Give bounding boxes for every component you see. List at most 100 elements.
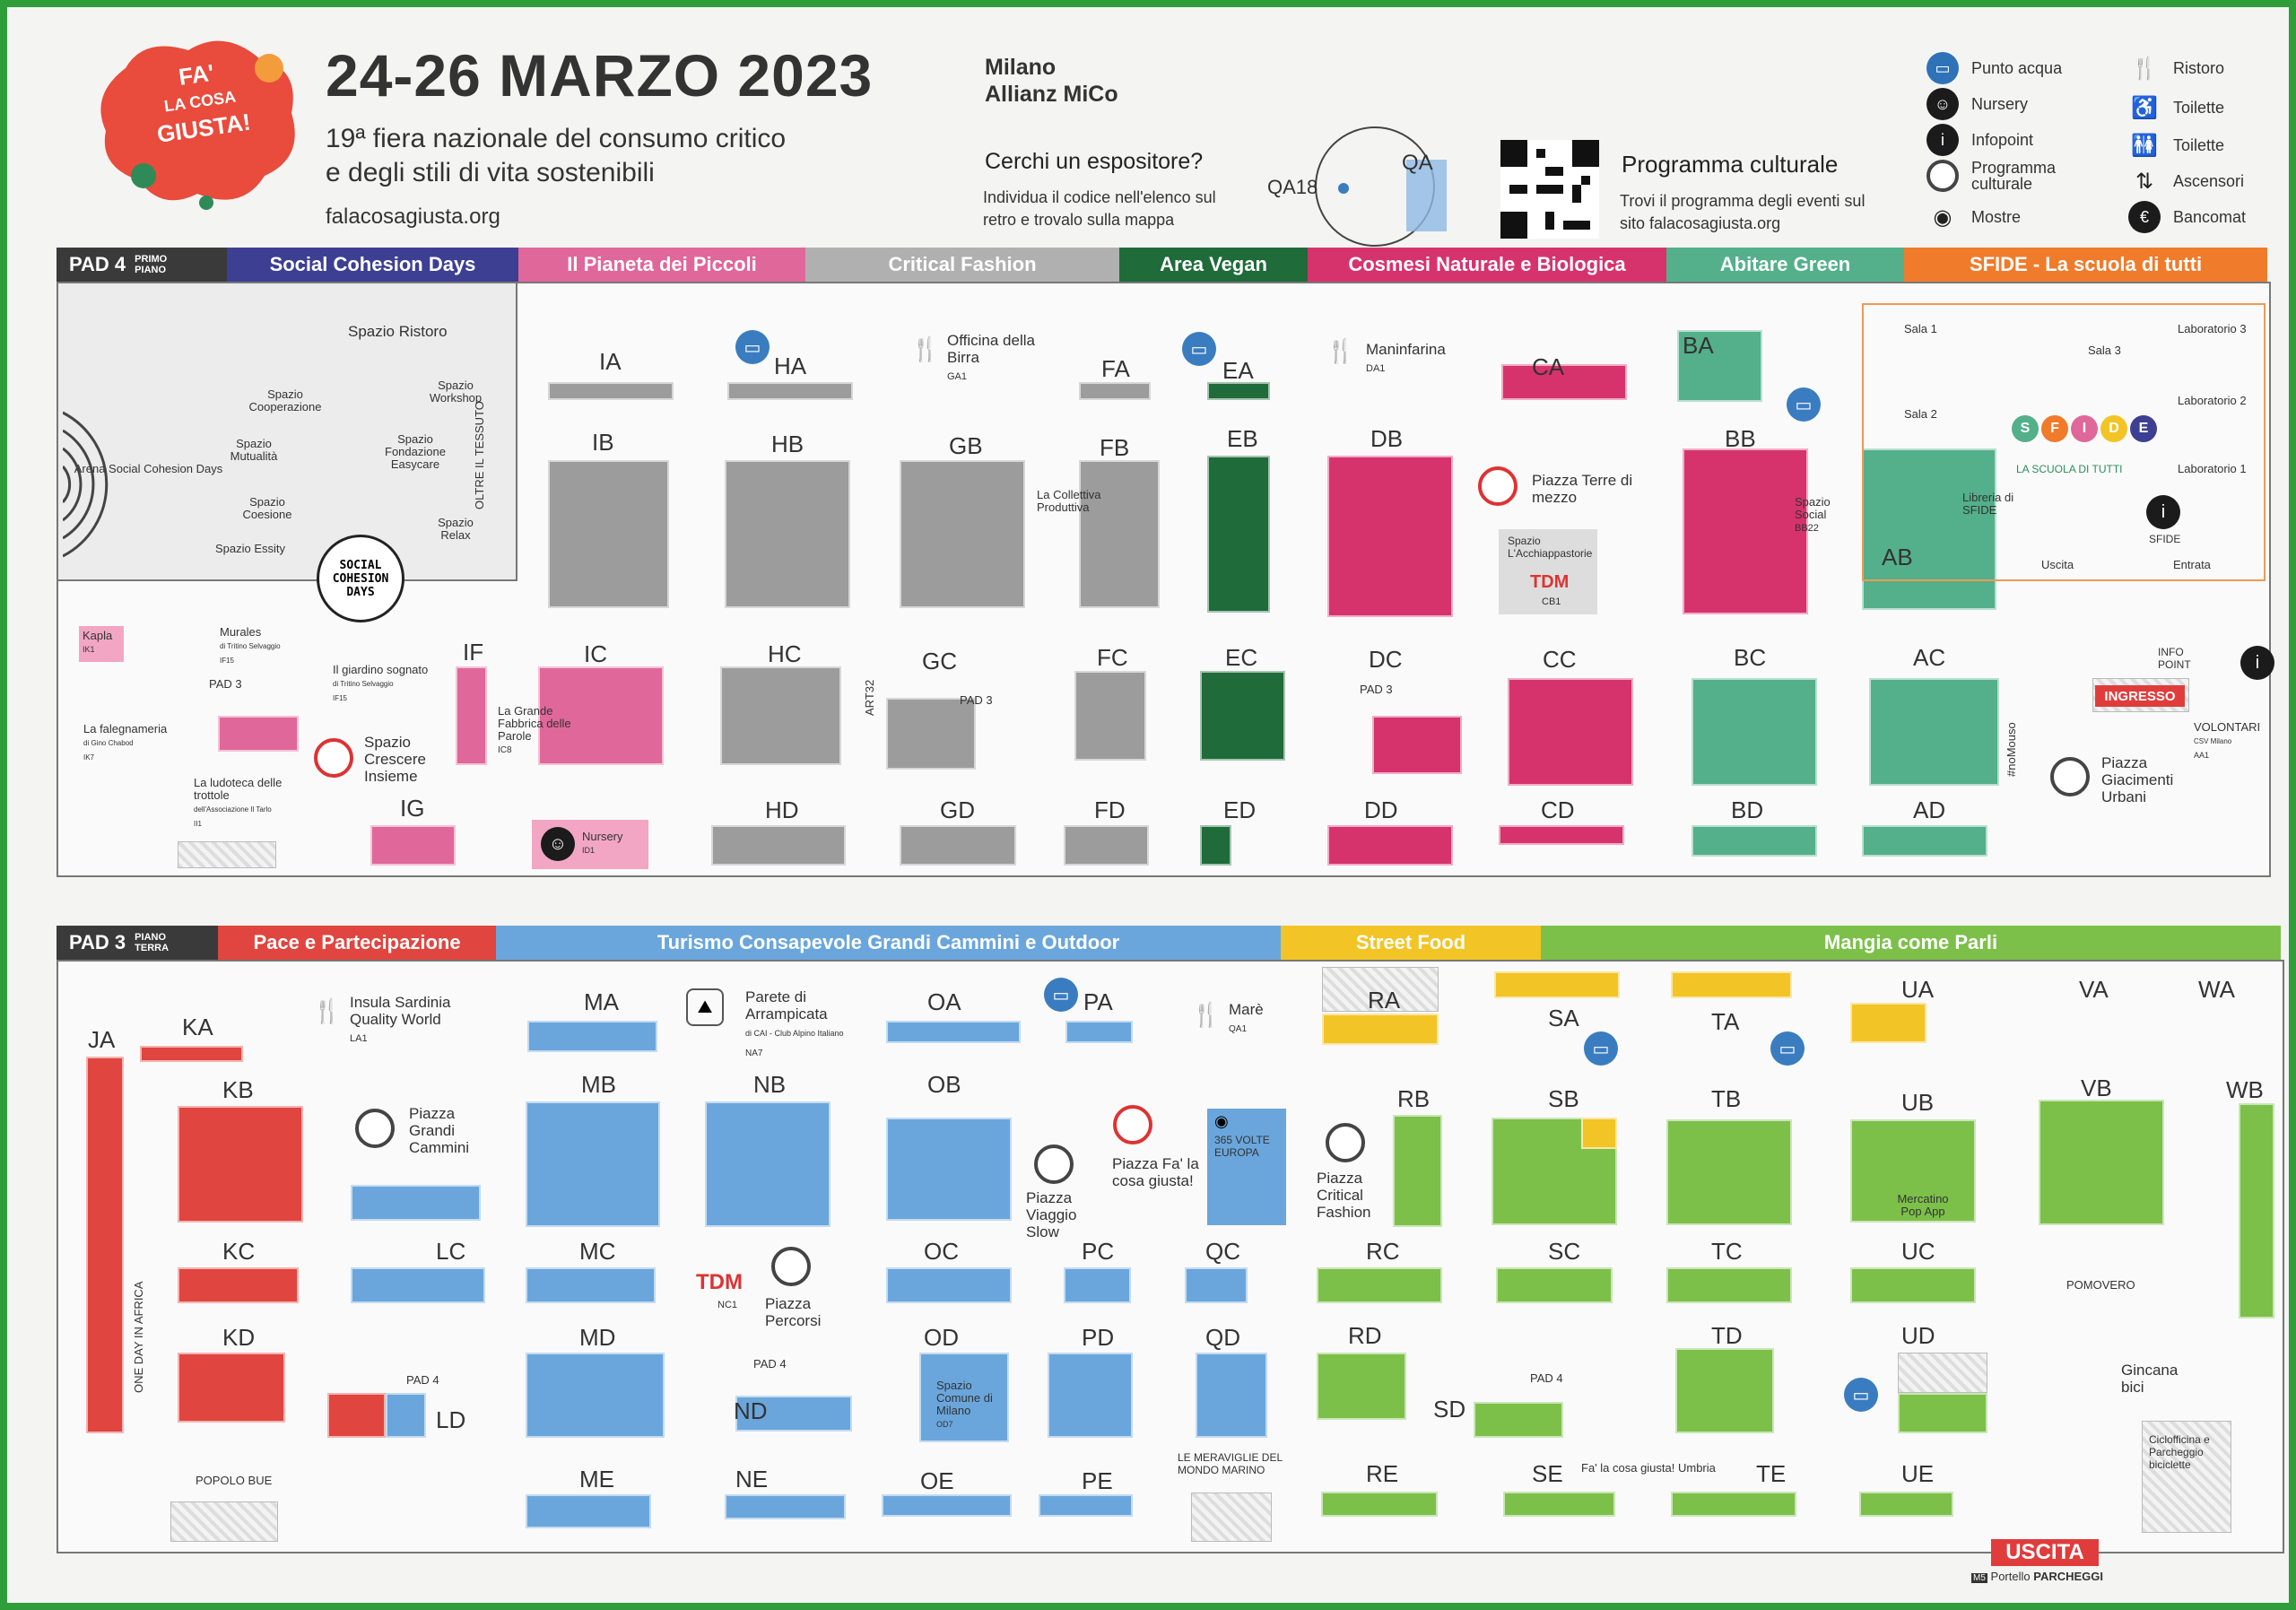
volontari-sub: CSV Milano	[2194, 737, 2232, 745]
stand-block	[735, 1396, 852, 1432]
stand-block	[1321, 1492, 1438, 1517]
volte-europa-label: 365 VOLTE EUROPA	[1214, 1134, 1270, 1159]
area-code: EA	[1222, 357, 1254, 384]
stand-block	[705, 1101, 831, 1227]
spazio-crescere-icon	[314, 738, 353, 778]
stand-block	[351, 1185, 481, 1221]
stand-block	[178, 1267, 299, 1303]
nomouso-label: #noMouso	[2005, 722, 2018, 777]
uscita-button[interactable]: USCITA	[1991, 1539, 2099, 1566]
officina-birra-label: Officina della Birra GA1	[947, 332, 1046, 386]
area-code: MD	[579, 1324, 616, 1351]
area-code: QD	[1205, 1324, 1240, 1351]
piazza-giacimenti-icon	[2050, 757, 2090, 796]
mare-code: QA1	[1229, 1024, 1248, 1034]
parete-sub: di CAI - Club Alpino Italiano	[745, 1029, 844, 1038]
stand-block	[1064, 1267, 1131, 1303]
piazza-fa-icon	[1113, 1105, 1152, 1144]
kapla-label: Kapla IK1	[83, 630, 112, 656]
pad3-arrow-1[interactable]: PAD 3	[209, 677, 242, 691]
area-code: SE	[1532, 1460, 1563, 1487]
area-code: QC	[1205, 1238, 1240, 1265]
falegnameria-sub: di Gino Chabod	[83, 739, 134, 747]
ingresso-button[interactable]: INGRESSO	[2095, 685, 2185, 707]
stand-block	[1492, 1118, 1617, 1225]
area-code: NE	[735, 1466, 769, 1493]
pad-name: PAD 3	[69, 931, 126, 953]
area-code: TE	[1756, 1460, 1787, 1487]
piazza-percorsi-label: Piazza Percorsi	[765, 1295, 822, 1329]
section-pace: Pace e Partecipazione	[218, 926, 496, 960]
legend-label: Ascensori	[2173, 171, 2245, 190]
sala-3-label: Sala 3	[2088, 344, 2121, 357]
section-critical-fashion: Critical Fashion	[805, 248, 1119, 282]
qr-code[interactable]	[1500, 140, 1599, 239]
mercatino-label: Mercatino Pop App	[1897, 1192, 1949, 1218]
ludoteca-label: La ludoteca delle trottole dell'Associaz…	[194, 777, 310, 831]
area-code: GD	[940, 796, 975, 823]
stand-block	[1666, 1267, 1792, 1303]
area-code: IB	[592, 429, 614, 456]
acchiappastorie-box: Spazio L'Acchiappastorie TDM CB1	[1499, 529, 1597, 614]
stand-block	[526, 1267, 656, 1303]
nursery-icon: ☺	[541, 827, 575, 861]
sala-2-label: Sala 2	[1904, 407, 1937, 421]
area-code: FD	[1094, 796, 1126, 823]
maninfarina-label: Maninfarina DA1	[1366, 341, 1446, 378]
spazio-essity-label: Spazio Essity	[215, 542, 286, 555]
stand-block	[1898, 1393, 1987, 1433]
stand-block	[1850, 1267, 1976, 1303]
area-code: DC	[1369, 646, 1403, 673]
water-point-icon: ▭	[1182, 332, 1216, 366]
piazza-critical-label: Piazza Critical Fashion	[1317, 1170, 1371, 1221]
stand-block	[1200, 671, 1285, 761]
subtitle-line: 19ª fiera nazionale del consumo critico	[326, 124, 787, 153]
stand-block	[1499, 825, 1624, 845]
legend-label: Ristoro	[2173, 58, 2225, 77]
metro-badge: M5	[1971, 1573, 1987, 1583]
area-code: RC	[1366, 1238, 1400, 1265]
stand-block	[1677, 330, 1762, 402]
piazza-grandi-cammini-label: Piazza Grandi Cammini	[409, 1105, 470, 1156]
area-code: RA	[1368, 987, 1401, 1014]
pad4-arrow-1[interactable]: PAD 4	[406, 1373, 439, 1387]
grande-fabbrica-label: La Grande Fabbrica delle Parole IC8	[498, 705, 578, 757]
sfide-letter: E	[2130, 415, 2157, 442]
umbria-label: Fa' la cosa giusta! Umbria	[1581, 1461, 1716, 1475]
insula-code: LA1	[350, 1033, 368, 1044]
website-link[interactable]: falacosagiusta.org	[326, 205, 500, 229]
restaurant-icon: 🍴	[1326, 336, 1356, 364]
pad3-arrow-2[interactable]: PAD 3	[960, 693, 993, 707]
section-sfide: SFIDE - La scuola di tutti	[1904, 248, 2267, 282]
legend-item: i Infopoint	[1926, 124, 2033, 156]
piazza-percorsi-icon	[771, 1247, 811, 1286]
grande-fabbrica-name: La Grande Fabbrica delle Parole	[498, 704, 571, 743]
stand-block	[170, 1501, 278, 1542]
pad4-arrow-2[interactable]: PAD 4	[753, 1357, 787, 1371]
grande-fabbrica-code: IC8	[498, 745, 512, 755]
pad4-arrow-3[interactable]: PAD 4	[1530, 1371, 1563, 1385]
water-point-icon: ▭	[1844, 1378, 1878, 1412]
area-code: IF	[463, 639, 484, 666]
pad3-arrow-3[interactable]: PAD 3	[1360, 683, 1393, 696]
stand-block	[1869, 678, 1999, 786]
insula-label: Insula Sardinia Quality World LA1	[350, 994, 484, 1048]
officina-code: GA1	[947, 371, 968, 382]
falegnameria-name: La falegnameria	[83, 722, 168, 735]
sfide-letter: D	[2100, 415, 2127, 442]
kapla-box	[79, 626, 124, 662]
libreria-label: Libreria di SFIDE	[1962, 491, 2014, 517]
stand-block	[1322, 967, 1439, 1012]
section-pianeta-piccoli: Il Pianeta dei Piccoli	[518, 248, 805, 282]
uscita-label: Uscita	[2041, 558, 2074, 571]
nursery-icon: ☺	[1926, 88, 1959, 120]
sfide-tagline: LA SCUOLA DI TUTTI	[2016, 463, 2123, 475]
ludoteca-sub: dell'Associazione Il Tarlo	[194, 805, 272, 814]
section-cosmesi: Cosmesi Naturale e Biologica	[1308, 248, 1666, 282]
area-code: ME	[579, 1466, 614, 1493]
spazio-mutualita-label: Spazio Mutualità	[230, 437, 278, 463]
area-code: SD	[1433, 1396, 1466, 1423]
info-icon: i	[2240, 646, 2274, 680]
section-turismo: Turismo Consapevole Grandi Cammini e Out…	[496, 926, 1281, 960]
area-code: LC	[436, 1238, 466, 1265]
